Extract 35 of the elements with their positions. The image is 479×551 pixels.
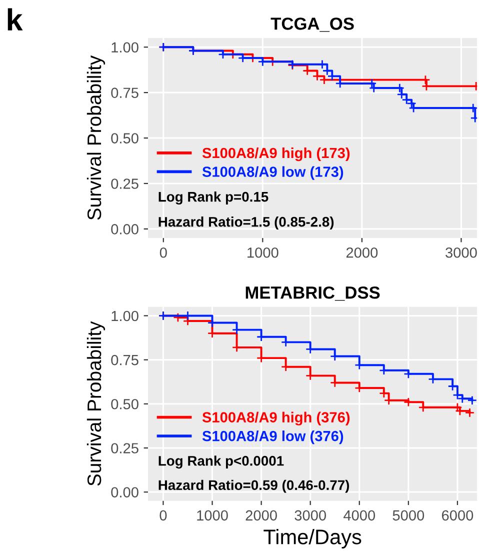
annotation: Hazard Ratio=1.5 (0.85-2.8)	[158, 216, 334, 230]
x-tick-label: 2000	[246, 510, 277, 521]
y-axis-title: Survival Probability	[86, 55, 106, 220]
y-tick-label: 0.25	[111, 178, 138, 189]
y-tick-label: 1.00	[112, 310, 138, 322]
y-axis-title: Survival Probability	[86, 321, 106, 486]
y-tick-label: 0.50	[111, 133, 138, 144]
y-tick-label: 0.75	[111, 354, 138, 366]
x-tick-label: 0	[160, 510, 167, 521]
x-axis-title: Time/Days	[264, 529, 362, 548]
x-tick-label: 6000	[442, 510, 474, 521]
legend-label: S100A8/A9 low (376)	[202, 430, 344, 444]
annotation: Log Rank p<0.0001	[158, 456, 284, 469]
chart-title: METABRIC_DSS	[246, 286, 380, 301]
x-tick-label: 2000	[346, 247, 378, 258]
text: k	[8, 8, 23, 30]
annotation: Log Rank p=0.15	[158, 192, 268, 205]
y-tick-label: 0.50	[111, 398, 138, 410]
legend-label: S100A8/A9 low (173)	[202, 166, 344, 180]
y-tick-label: 0.75	[111, 88, 138, 98]
x-tick-label: 0	[160, 247, 167, 258]
x-tick-label: 1000	[197, 510, 228, 521]
y-tick-label: 1.00	[112, 42, 138, 53]
chart-title: TCGA_OS	[270, 18, 354, 32]
x-tick-label: 3000	[294, 510, 326, 521]
x-tick-label: 5000	[392, 510, 424, 521]
x-tick-label: 1000	[248, 247, 278, 258]
y-tick-label: 0.00	[111, 224, 138, 234]
annotation: Hazard Ratio=0.59 (0.46-0.77)	[158, 480, 350, 493]
y-tick-label: 0.00	[111, 487, 138, 498]
legend-label: S100A8/A9 high (376)	[202, 412, 350, 426]
x-tick-label: 3000	[446, 247, 477, 258]
legend-label: S100A8/A9 high (173)	[202, 147, 350, 162]
y-tick-label: 0.25	[111, 443, 138, 454]
x-tick-label: 4000	[344, 510, 376, 521]
